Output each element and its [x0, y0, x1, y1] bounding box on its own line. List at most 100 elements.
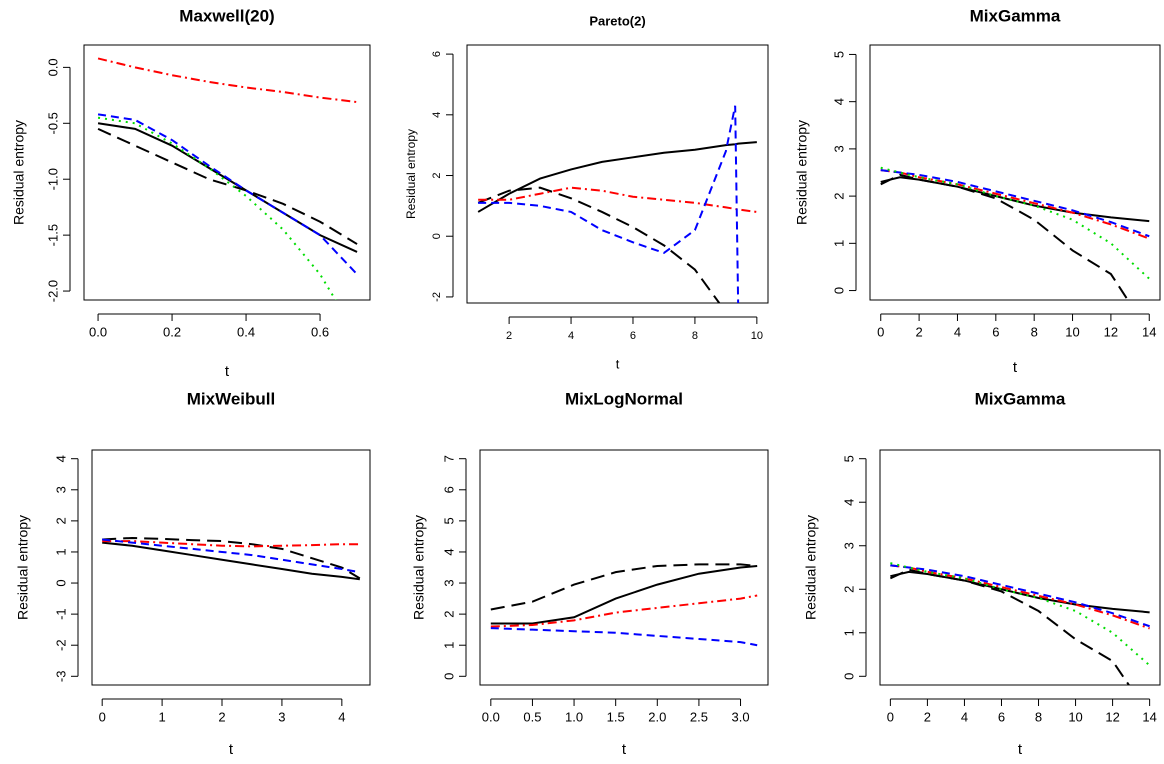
x-tick-label: 3.0	[731, 709, 749, 724]
series-line	[890, 564, 1150, 630]
y-tick-label: 1	[831, 240, 846, 247]
x-tick-label: 2	[924, 709, 931, 724]
series-line	[102, 538, 360, 574]
y-tick-label: 5	[841, 455, 856, 462]
y-tick-label: -2.0	[45, 280, 60, 302]
plot-box	[869, 44, 1161, 301]
x-tick-label: 10	[1068, 709, 1082, 724]
y-tick-label: 0.0	[45, 58, 60, 76]
y-tick-label: 1	[841, 629, 856, 636]
x-axis-label: t	[616, 356, 620, 371]
y-axis-label: Residual entropy	[15, 515, 31, 620]
x-axis-label: t	[1013, 359, 1018, 376]
x-tick-label: 2	[506, 330, 512, 342]
series-line	[102, 541, 360, 581]
y-tick-label: -1.5	[45, 224, 60, 246]
x-tick-label: 12	[1105, 709, 1119, 724]
y-tick-label: 0	[441, 673, 456, 680]
y-tick-label: -2	[53, 639, 68, 651]
x-tick-label: 0	[877, 324, 884, 339]
plot-box	[83, 44, 371, 301]
series-line	[889, 568, 1131, 685]
y-tick-label: 6	[441, 486, 456, 493]
x-tick-label: 0.4	[237, 324, 255, 339]
series-line	[890, 562, 1151, 667]
x-tick-label: 10	[1065, 324, 1079, 339]
series-line	[97, 127, 358, 245]
plot-box	[91, 449, 371, 686]
x-tick-label: 10	[751, 330, 763, 342]
x-tick-label: 8	[692, 330, 698, 342]
series-line	[97, 113, 358, 275]
y-tick-label: 0	[431, 233, 443, 239]
series-line	[478, 186, 757, 213]
x-tick-label: 3	[278, 709, 285, 724]
x-tick-label: 6	[998, 709, 1005, 724]
y-tick-label: 2	[441, 611, 456, 618]
y-tick-label: 2	[431, 172, 443, 178]
y-tick-label: 7	[441, 455, 456, 462]
x-tick-label: 4	[961, 709, 968, 724]
plot-box	[879, 449, 1161, 686]
panel-title: Maxwell(20)	[179, 6, 274, 25]
x-tick-label: 4	[954, 324, 961, 339]
x-tick-label: 2	[915, 324, 922, 339]
x-axis-label: t	[229, 741, 234, 758]
y-tick-label: 2	[841, 586, 856, 593]
x-tick-label: 0	[887, 709, 894, 724]
series-line	[490, 627, 758, 647]
x-axis-label: t	[622, 741, 627, 758]
series-line	[102, 536, 361, 580]
x-tick-label: 6	[630, 330, 636, 342]
x-tick-label: 8	[1031, 324, 1038, 339]
x-tick-label: 8	[1035, 709, 1042, 724]
series-line	[102, 540, 360, 548]
panel-title: MixGamma	[975, 389, 1066, 408]
x-tick-label: 0.6	[311, 324, 329, 339]
x-tick-label: 0	[99, 709, 106, 724]
x-tick-label: 6	[992, 324, 999, 339]
panel-title: MixWeibull	[187, 389, 275, 408]
panel-title: MixGamma	[970, 6, 1061, 25]
y-tick-label: -1.0	[45, 168, 60, 190]
x-tick-label: 12	[1104, 324, 1118, 339]
y-tick-label: 3	[441, 579, 456, 586]
series-line	[880, 169, 1150, 238]
x-tick-label: 2.5	[690, 709, 708, 724]
series-line	[97, 57, 358, 104]
y-tick-label: -1	[53, 608, 68, 620]
x-tick-label: 1	[158, 709, 165, 724]
x-tick-label: 1.5	[607, 709, 625, 724]
y-axis-label: Residual entropy	[404, 129, 418, 219]
x-axis-label: t	[225, 363, 230, 380]
x-tick-label: 14	[1142, 324, 1156, 339]
series-line	[97, 116, 337, 300]
y-tick-label: 0	[831, 287, 846, 294]
y-tick-label: 3	[831, 145, 846, 152]
series-line	[478, 105, 740, 303]
y-tick-label: 3	[53, 486, 68, 493]
panel-title: Pareto(2)	[589, 13, 645, 28]
series-line	[490, 564, 758, 625]
y-tick-label: 4	[831, 98, 846, 105]
x-tick-label: 0.2	[163, 324, 181, 339]
x-tick-label: 1.0	[565, 709, 583, 724]
series-line	[477, 186, 721, 303]
panel: Pareto(2) t Residual entropy 2 4 6 8 10 -2 0 2 4 6	[404, 13, 769, 371]
y-tick-label: 4	[431, 112, 443, 118]
y-tick-label: -3	[53, 671, 68, 683]
x-tick-label: 4	[338, 709, 345, 724]
x-tick-label: 0.0	[89, 324, 107, 339]
y-axis-label: Residual entropy	[11, 120, 27, 225]
y-axis-label: Residual entropy	[803, 515, 819, 620]
y-tick-label: 1	[53, 548, 68, 555]
y-tick-label: 1	[441, 642, 456, 649]
series-line	[890, 570, 1150, 614]
panel: Maxwell(20) t Residual entropy 0.0 0.2 0.4 0.6…	[11, 6, 371, 380]
y-tick-label: 2	[831, 192, 846, 199]
panel: MixLogNormal t Residual entropy 0.0 0.5 1.0 1.…	[411, 389, 769, 758]
x-tick-label: 2	[218, 709, 225, 724]
